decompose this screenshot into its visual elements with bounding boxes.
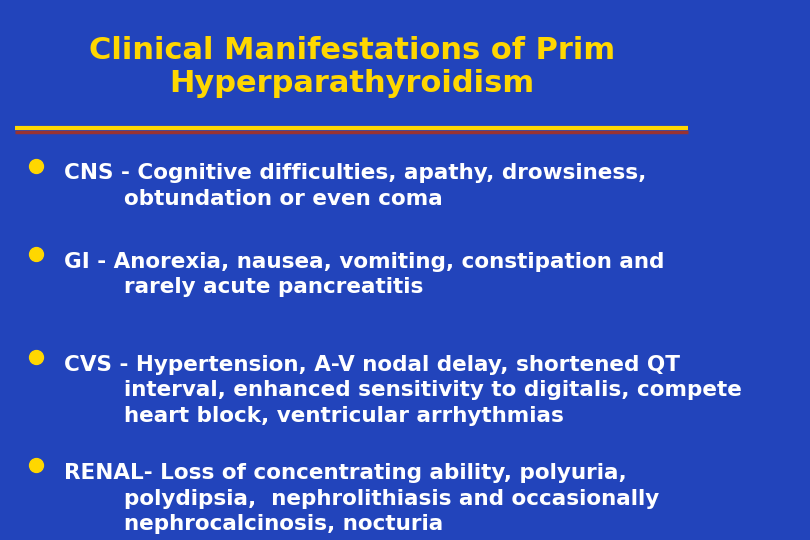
Text: Clinical Manifestations of Prim
Hyperparathyroidism: Clinical Manifestations of Prim Hyperpar… xyxy=(88,36,615,98)
Text: CNS - Cognitive difficulties, apathy, drowsiness,
        obtundation or even co: CNS - Cognitive difficulties, apathy, dr… xyxy=(65,164,647,209)
Text: GI - Anorexia, nausea, vomiting, constipation and
        rarely acute pancreati: GI - Anorexia, nausea, vomiting, constip… xyxy=(65,252,665,298)
Text: RENAL- Loss of concentrating ability, polyuria,
        polydipsia,  nephrolithi: RENAL- Loss of concentrating ability, po… xyxy=(65,463,659,534)
Text: CVS - Hypertension, A-V nodal delay, shortened QT
        interval, enhanced sen: CVS - Hypertension, A-V nodal delay, sho… xyxy=(65,355,742,426)
